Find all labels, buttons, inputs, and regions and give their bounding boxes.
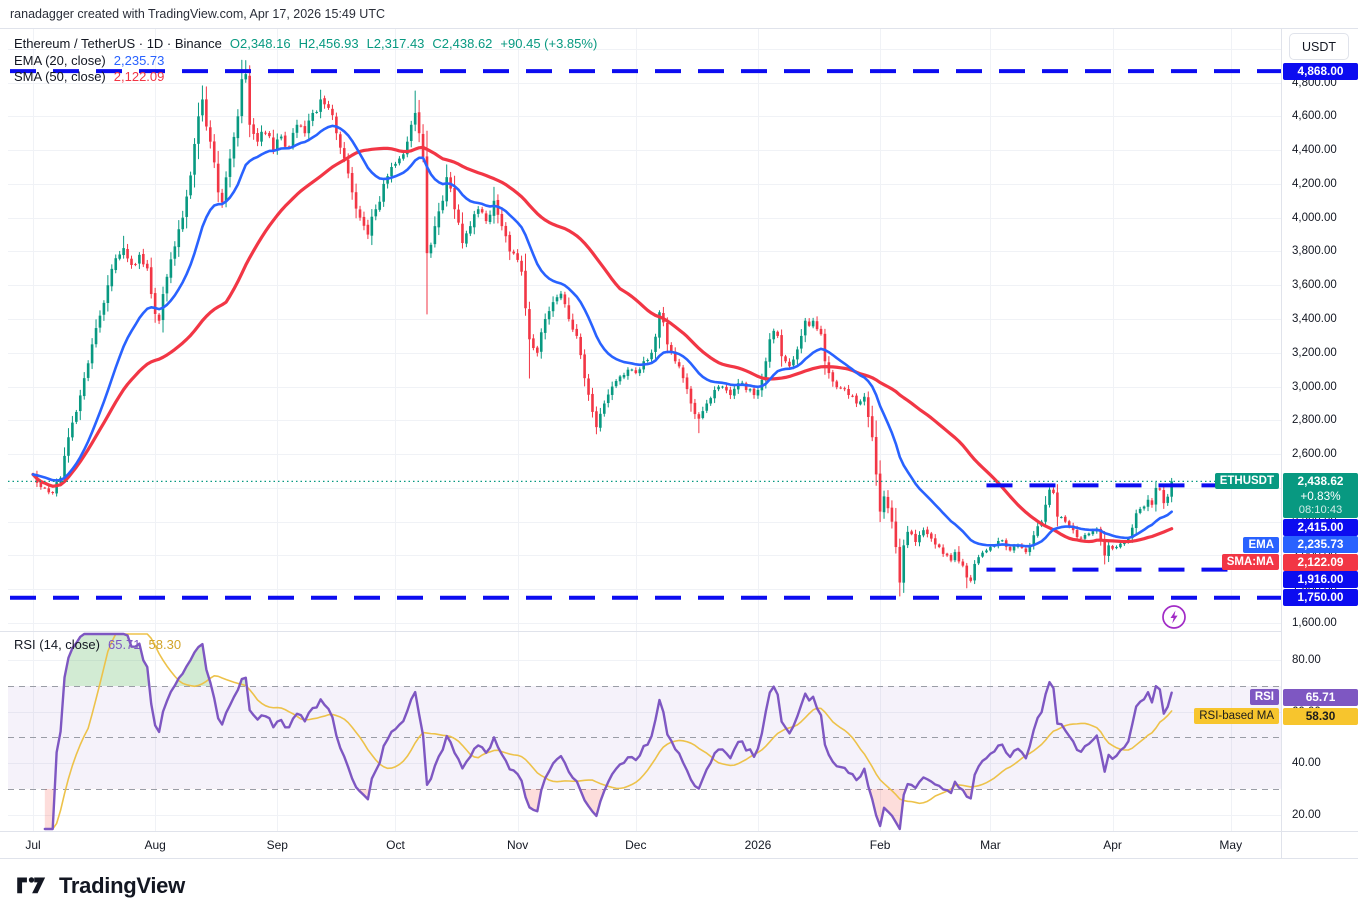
axis-badge-ema: 2,235.73	[1283, 536, 1358, 554]
rsi-axis-badge-rsi: 65.71	[1283, 688, 1358, 706]
ohlc-change: +90.45 (+3.85%)	[500, 36, 598, 51]
price-tick-label: 4,200.00	[1292, 177, 1337, 190]
ema-legend-label: EMA (20, close)	[14, 52, 106, 68]
price-tick-label: 3,000.00	[1292, 380, 1337, 393]
rsi-legend-value: 65.71	[107, 637, 141, 652]
price-tick-label: 3,200.00	[1292, 346, 1337, 359]
currency-unit-label: USDT	[1301, 39, 1337, 54]
sma-legend-label: SMA (50, close)	[14, 68, 106, 84]
axis-badge-level-4868: 4,868.00	[1283, 62, 1358, 80]
price-tick-label: 2,600.00	[1292, 448, 1337, 461]
price-tick-label: 3,600.00	[1292, 279, 1337, 292]
rsi-tick-label: 20.00	[1292, 808, 1321, 821]
lightning-reaction-icon[interactable]	[1160, 603, 1188, 631]
sma-legend-row[interactable]: SMA (50, close) 2,122.09	[14, 69, 164, 84]
ohlc-open: O2,348.16	[229, 36, 291, 51]
price-tick-label: 3,800.00	[1292, 245, 1337, 258]
axis-badge-current: 2,438.62 +0.83% 08:10:43	[1283, 473, 1358, 519]
price-tick-label: 1,600.00	[1292, 617, 1337, 630]
time-tick-label: Sep	[266, 838, 288, 852]
price-tick-label: 4,400.00	[1292, 144, 1337, 157]
tradingview-logo-mark	[17, 877, 46, 894]
ema-legend-row[interactable]: EMA (20, close) 2,235.73	[14, 53, 164, 68]
time-tick-label: Apr	[1103, 838, 1122, 852]
symbol-title: Ethereum / TetherUS · 1D · Binance	[14, 36, 222, 51]
rsi-tick-label: 40.00	[1292, 757, 1321, 770]
time-tick-label: Feb	[869, 838, 891, 852]
rsi-chip-rsi: RSI	[1249, 689, 1279, 706]
time-tick-label: Aug	[144, 838, 166, 852]
time-tick-label: Mar	[980, 838, 1001, 852]
axis-badge-sma: 2,122.09	[1283, 553, 1358, 571]
axis-badge-level-1916: 1,916.00	[1283, 571, 1358, 589]
tradingview-logo[interactable]: TradingView	[16, 873, 185, 899]
axis-badge-level-1750: 1,750.00	[1283, 589, 1358, 607]
ema-legend-value: 2,235.73	[113, 52, 165, 68]
time-tick-label: Oct	[386, 838, 405, 852]
ohlc-close: C2,438.62	[432, 36, 493, 51]
attribution-text: ranadagger created with TradingView.com,…	[10, 7, 385, 21]
pane-label-symbol: ETHUSDT	[1214, 473, 1279, 490]
rsi-ma-legend-value: 58.30	[148, 637, 182, 652]
ohlc-low: L2,317.43	[366, 36, 425, 51]
time-tick-label: Dec	[625, 838, 647, 852]
time-tick-label: 2026	[744, 838, 772, 852]
ohlc-high: H2,456.93	[298, 36, 359, 51]
pane-label-sma: SMA:MA	[1221, 554, 1279, 571]
pane-label-ema: EMA	[1243, 536, 1279, 553]
rsi-chip-rsi-ma: RSI-based MA	[1194, 708, 1279, 725]
currency-unit-button[interactable]: USDT	[1289, 33, 1349, 60]
price-tick-label: 4,600.00	[1292, 110, 1337, 123]
price-tick-label: 3,400.00	[1292, 313, 1337, 326]
rsi-axis-badge-rsi-ma: 58.30	[1283, 707, 1358, 725]
sma-legend-value: 2,122.09	[113, 68, 165, 84]
price-tick-label: 2,800.00	[1292, 414, 1337, 427]
price-tick-label: 4,000.00	[1292, 211, 1337, 224]
time-tick-label: Jul	[25, 838, 41, 852]
time-tick-label: May	[1219, 838, 1243, 852]
tradingview-logo-text: TradingView	[59, 873, 185, 898]
rsi-legend-row[interactable]: RSI (14, close) 65.71 58.30	[14, 637, 181, 652]
axis-badge-level-2415: 2,415.00	[1283, 518, 1358, 536]
symbol-legend-row[interactable]: Ethereum / TetherUS · 1D · Binance O2,34…	[14, 36, 597, 51]
rsi-tick-label: 80.00	[1292, 654, 1321, 667]
rsi-legend-label: RSI (14, close)	[14, 637, 100, 652]
time-tick-label: Nov	[506, 838, 529, 852]
